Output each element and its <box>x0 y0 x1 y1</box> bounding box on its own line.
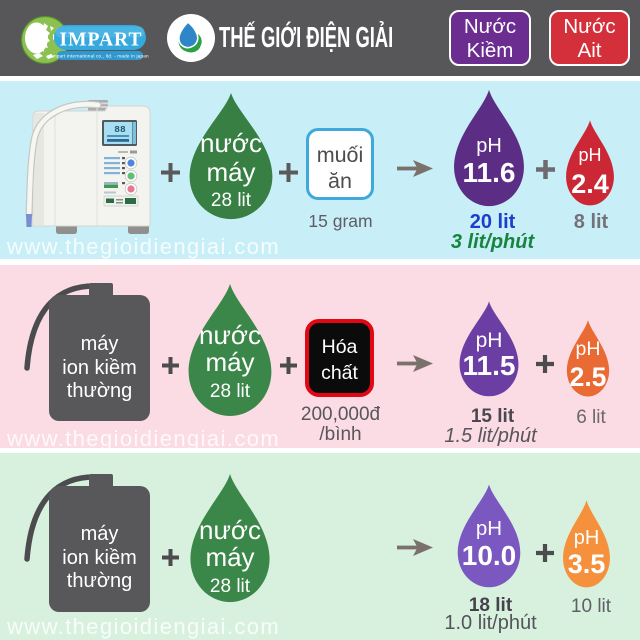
svg-text:IMPART: IMPART <box>60 30 143 51</box>
svg-text:88: 88 <box>114 124 126 135</box>
svg-text:Impart international co., ltd.: Impart international co., ltd. - made in… <box>51 54 149 59</box>
